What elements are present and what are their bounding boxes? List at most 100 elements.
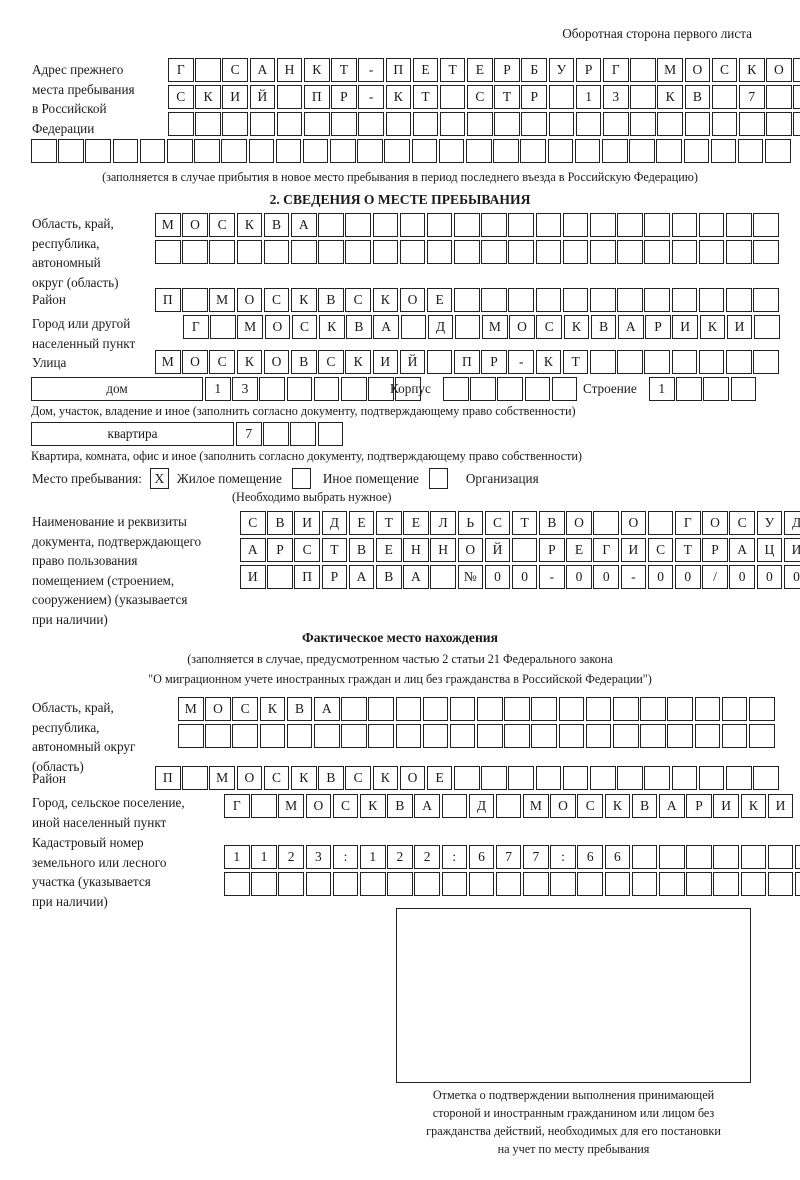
actual-region-cell-r2-2[interactable]	[205, 724, 231, 748]
prev-address-cell-r2-6[interactable]: П	[303, 85, 330, 109]
district-cell-8[interactable]: С	[345, 288, 371, 312]
region-cell-r2-17[interactable]	[590, 240, 616, 264]
actual-district-cell-11[interactable]: Е	[426, 766, 453, 790]
cadastral-cell-r1-14[interactable]: 6	[577, 845, 604, 869]
street-cell-14[interactable]: -	[508, 350, 535, 374]
city-cell-14[interactable]: С	[536, 315, 563, 339]
document-cell-r2-2[interactable]: Р	[267, 538, 293, 562]
document-row-3[interactable]: И П Р А В А № 0 0-0 0-0 0/0 0 0	[240, 565, 800, 589]
korpus-cell-2[interactable]	[470, 377, 496, 401]
city-cell-2[interactable]	[210, 315, 236, 339]
prev-address-cell-r3-7[interactable]	[331, 112, 357, 136]
cadastral-cell-r2-1[interactable]	[224, 872, 250, 896]
document-cell-r2-5[interactable]: В	[348, 538, 375, 562]
region-cell-r2-22[interactable]	[725, 240, 752, 264]
street-cell-8[interactable]: К	[345, 350, 371, 374]
region-cell-r1-22[interactable]	[725, 213, 752, 237]
document-cell-r1-1[interactable]: С	[240, 511, 266, 535]
document-cell-r1-14[interactable]	[593, 511, 620, 535]
prev-address-cell-r4-13[interactable]	[357, 139, 383, 163]
prev-address-cell-r2-8[interactable]: -	[358, 85, 384, 109]
prev-address-cell-r4-14[interactable]	[384, 139, 411, 163]
cadastral-cell-r1-4[interactable]: 3	[305, 845, 332, 869]
region-cell-r2-15[interactable]	[535, 240, 562, 264]
region-cell-r2-2[interactable]	[182, 240, 208, 264]
actual-region-cell-r2-9[interactable]	[395, 724, 422, 748]
prev-address-cell-r2-15[interactable]	[548, 85, 575, 109]
prev-address-cell-r3-24[interactable]	[793, 112, 800, 136]
document-cell-r1-19[interactable]: С	[729, 511, 755, 535]
prev-address-cell-r2-17[interactable]: 3	[603, 85, 629, 109]
korpus-cell-3[interactable]	[497, 377, 523, 401]
document-cell-r3-14[interactable]: 0	[593, 565, 620, 589]
actual-city-cell-16[interactable]: В	[631, 794, 658, 818]
cadastral-cell-r2-7[interactable]	[387, 872, 413, 896]
prev-address-cell-r2-2[interactable]: К	[195, 85, 221, 109]
actual-region-cell-r1-11[interactable]	[449, 697, 476, 721]
actual-region-cell-r1-8[interactable]	[368, 697, 394, 721]
prev-address-cell-r3-18[interactable]	[630, 112, 656, 136]
region-cell-r2-7[interactable]	[318, 240, 344, 264]
city-cell-18[interactable]: Р	[645, 315, 671, 339]
street-cell-1[interactable]: М	[155, 350, 181, 374]
district-cell-3[interactable]: М	[209, 288, 235, 312]
actual-region-cell-r2-1[interactable]	[178, 724, 204, 748]
cadastral-cell-r2-21[interactable]	[767, 872, 794, 896]
document-cell-r2-9[interactable]: О	[457, 538, 484, 562]
actual-district-cell-3[interactable]: М	[209, 766, 235, 790]
document-cell-r3-5[interactable]: А	[348, 565, 375, 589]
region-cell-r1-20[interactable]	[671, 213, 698, 237]
prev-address-cell-r1-24[interactable]: В	[793, 58, 800, 82]
district-cell-23[interactable]	[753, 288, 779, 312]
street-cell-11[interactable]	[426, 350, 453, 374]
prev-address-cell-r3-4[interactable]	[249, 112, 276, 136]
prev-address-cell-r1-17[interactable]: Г	[603, 58, 629, 82]
city-cell-12[interactable]: М	[482, 315, 508, 339]
stay-type-checkbox-other[interactable]	[291, 468, 311, 489]
cadastral-cell-r1-19[interactable]	[713, 845, 739, 869]
actual-region-cell-r1-2[interactable]: О	[205, 697, 231, 721]
prev-address-cell-r1-8[interactable]: -	[358, 58, 384, 82]
actual-district-cell-13[interactable]	[481, 766, 507, 790]
actual-region-cell-r1-14[interactable]	[531, 697, 558, 721]
region-cell-r1-23[interactable]	[753, 213, 779, 237]
prev-address-cell-r1-21[interactable]: С	[711, 58, 738, 82]
actual-region-cell-r1-9[interactable]	[395, 697, 422, 721]
prev-address-cell-r4-25[interactable]	[683, 139, 710, 163]
document-cell-r1-3[interactable]: И	[294, 511, 320, 535]
prev-address-cell-r2-19[interactable]: К	[657, 85, 683, 109]
district-cell-11[interactable]: Е	[426, 288, 453, 312]
region-cell-r1-6[interactable]: А	[290, 213, 317, 237]
document-cell-r3-19[interactable]: 0	[729, 565, 755, 589]
prev-address-cell-r2-4[interactable]: Й	[249, 85, 276, 109]
prev-address-cell-r1-11[interactable]: Т	[439, 58, 466, 82]
actual-region-cell-r1-15[interactable]	[558, 697, 585, 721]
actual-region-cell-r2-6[interactable]	[313, 724, 340, 748]
prev-address-cell-r3-10[interactable]	[412, 112, 439, 136]
street-cell-2[interactable]: О	[182, 350, 208, 374]
cadastral-cell-r2-22[interactable]	[794, 872, 800, 896]
actual-region-cell-r1-13[interactable]	[504, 697, 530, 721]
cadastral-cell-r1-10[interactable]: 6	[468, 845, 495, 869]
cadastral-cell-r2-17[interactable]	[659, 872, 685, 896]
actual-city-cell-19[interactable]: И	[713, 794, 739, 818]
region-cell-r2-20[interactable]	[671, 240, 698, 264]
city-cell-15[interactable]: К	[563, 315, 590, 339]
actual-region-cell-r1-7[interactable]	[341, 697, 367, 721]
cadastral-cell-r2-6[interactable]	[359, 872, 386, 896]
cadastral-cell-r1-21[interactable]	[767, 845, 794, 869]
actual-district-cell-22[interactable]	[725, 766, 752, 790]
region-cell-r2-14[interactable]	[508, 240, 535, 264]
prev-address-cell-r2-1[interactable]: С	[168, 85, 194, 109]
street-cell-19[interactable]	[644, 350, 670, 374]
prev-address-cell-r3-14[interactable]	[521, 112, 548, 136]
city-cell-3[interactable]: М	[237, 315, 263, 339]
document-cell-r1-15[interactable]: О	[620, 511, 647, 535]
prev-address-cell-r3-19[interactable]	[657, 112, 683, 136]
region-cell-r1-11[interactable]	[426, 213, 453, 237]
prev-address-cell-r2-14[interactable]: Р	[521, 85, 548, 109]
document-cell-r3-7[interactable]: А	[403, 565, 429, 589]
